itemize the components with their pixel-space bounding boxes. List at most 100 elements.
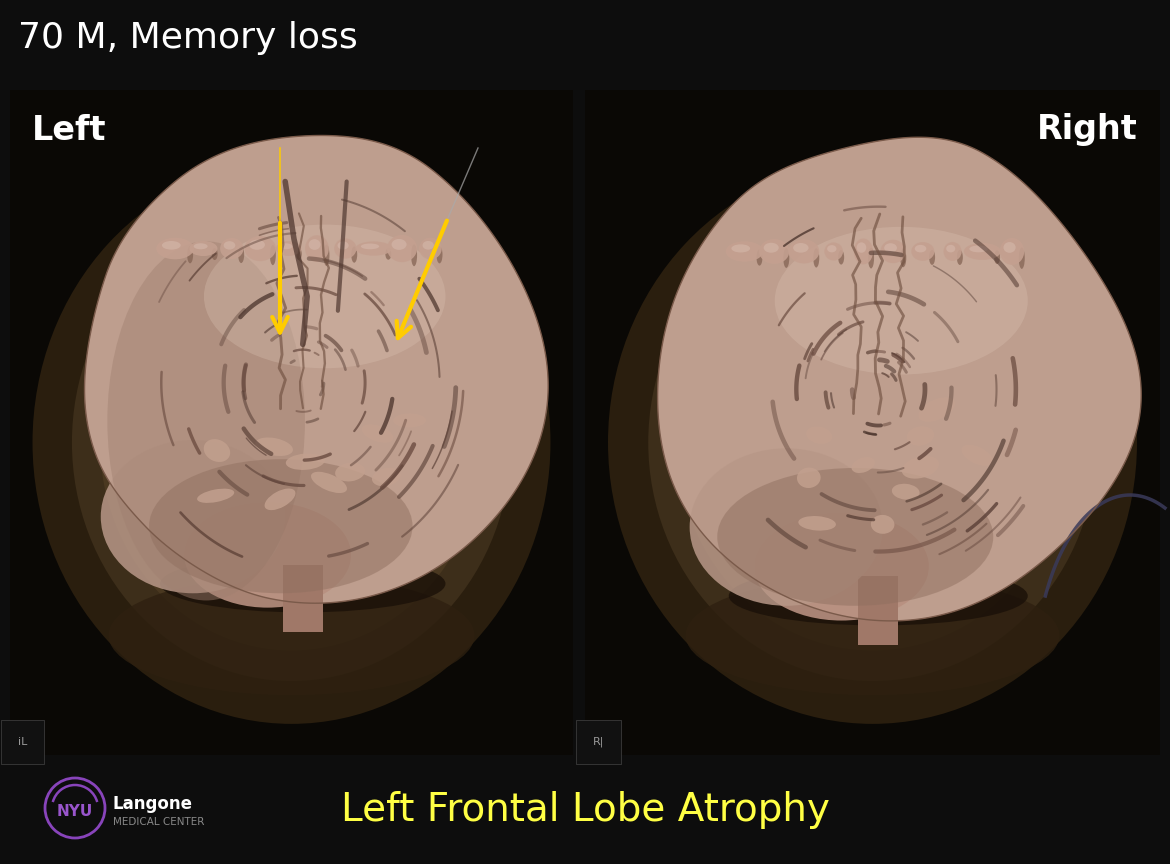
Ellipse shape bbox=[280, 244, 292, 250]
Ellipse shape bbox=[309, 239, 321, 250]
Ellipse shape bbox=[868, 248, 874, 269]
Ellipse shape bbox=[729, 567, 1027, 626]
Ellipse shape bbox=[929, 250, 935, 265]
Bar bbox=[585, 90, 1159, 755]
Bar bbox=[11, 90, 573, 755]
Ellipse shape bbox=[194, 244, 207, 250]
Ellipse shape bbox=[947, 245, 955, 252]
Polygon shape bbox=[658, 137, 1141, 621]
Ellipse shape bbox=[870, 515, 894, 534]
Ellipse shape bbox=[852, 457, 875, 473]
Ellipse shape bbox=[838, 250, 844, 264]
Ellipse shape bbox=[392, 239, 406, 250]
Ellipse shape bbox=[825, 243, 844, 261]
Ellipse shape bbox=[411, 245, 417, 266]
Text: Left: Left bbox=[32, 113, 106, 147]
Ellipse shape bbox=[249, 239, 264, 250]
Ellipse shape bbox=[101, 440, 285, 594]
Ellipse shape bbox=[212, 248, 218, 260]
Ellipse shape bbox=[686, 575, 1059, 696]
Text: Left Frontal Lobe Atrophy: Left Frontal Lobe Atrophy bbox=[340, 791, 830, 829]
Ellipse shape bbox=[356, 241, 392, 256]
Ellipse shape bbox=[360, 244, 379, 249]
Ellipse shape bbox=[419, 238, 442, 259]
Ellipse shape bbox=[184, 502, 351, 607]
Ellipse shape bbox=[677, 234, 1068, 651]
Ellipse shape bbox=[806, 427, 832, 444]
Ellipse shape bbox=[915, 245, 927, 252]
Ellipse shape bbox=[918, 397, 955, 422]
Ellipse shape bbox=[264, 488, 296, 510]
Text: NYU: NYU bbox=[57, 804, 94, 818]
Ellipse shape bbox=[797, 467, 820, 488]
Ellipse shape bbox=[393, 413, 426, 428]
Ellipse shape bbox=[160, 555, 446, 613]
Ellipse shape bbox=[270, 245, 276, 265]
Ellipse shape bbox=[753, 512, 929, 620]
Ellipse shape bbox=[149, 459, 413, 594]
Ellipse shape bbox=[157, 238, 194, 259]
Ellipse shape bbox=[957, 250, 963, 265]
Ellipse shape bbox=[422, 241, 434, 250]
Ellipse shape bbox=[323, 245, 330, 266]
Text: Langone: Langone bbox=[113, 795, 193, 813]
Ellipse shape bbox=[285, 454, 325, 470]
Ellipse shape bbox=[305, 235, 329, 262]
Ellipse shape bbox=[1004, 242, 1016, 253]
Ellipse shape bbox=[648, 204, 1096, 681]
Ellipse shape bbox=[372, 467, 401, 486]
Bar bbox=[859, 576, 899, 645]
Ellipse shape bbox=[204, 439, 230, 462]
Ellipse shape bbox=[245, 236, 276, 261]
Ellipse shape bbox=[757, 250, 763, 265]
Ellipse shape bbox=[962, 445, 992, 466]
Ellipse shape bbox=[337, 241, 349, 250]
Ellipse shape bbox=[994, 251, 1000, 264]
Ellipse shape bbox=[775, 227, 1027, 374]
Ellipse shape bbox=[137, 274, 446, 611]
Ellipse shape bbox=[608, 161, 1137, 724]
Ellipse shape bbox=[798, 516, 835, 530]
Ellipse shape bbox=[911, 242, 935, 261]
Ellipse shape bbox=[161, 241, 180, 250]
Ellipse shape bbox=[296, 248, 302, 260]
Ellipse shape bbox=[731, 245, 750, 252]
Ellipse shape bbox=[907, 426, 934, 446]
Ellipse shape bbox=[385, 248, 391, 260]
Ellipse shape bbox=[783, 248, 790, 268]
Ellipse shape bbox=[964, 243, 1000, 260]
Ellipse shape bbox=[764, 243, 779, 252]
Ellipse shape bbox=[789, 239, 819, 264]
Ellipse shape bbox=[793, 243, 808, 252]
Ellipse shape bbox=[255, 437, 292, 456]
Ellipse shape bbox=[187, 246, 193, 264]
Bar bbox=[283, 564, 323, 632]
Ellipse shape bbox=[854, 238, 873, 264]
Ellipse shape bbox=[885, 244, 897, 252]
Ellipse shape bbox=[311, 472, 347, 493]
Ellipse shape bbox=[335, 462, 365, 481]
Ellipse shape bbox=[900, 249, 907, 267]
Ellipse shape bbox=[827, 245, 837, 252]
Ellipse shape bbox=[220, 238, 243, 259]
Ellipse shape bbox=[943, 242, 962, 261]
Text: iL: iL bbox=[18, 737, 27, 747]
Ellipse shape bbox=[335, 238, 357, 258]
Ellipse shape bbox=[204, 225, 446, 368]
Ellipse shape bbox=[101, 234, 483, 651]
Ellipse shape bbox=[892, 484, 920, 499]
Ellipse shape bbox=[436, 246, 442, 264]
Ellipse shape bbox=[239, 246, 245, 263]
Ellipse shape bbox=[725, 241, 763, 262]
Ellipse shape bbox=[717, 468, 993, 606]
Ellipse shape bbox=[362, 424, 393, 442]
Ellipse shape bbox=[276, 241, 302, 256]
Ellipse shape bbox=[902, 456, 940, 479]
Ellipse shape bbox=[387, 235, 417, 262]
Ellipse shape bbox=[197, 489, 234, 503]
Ellipse shape bbox=[33, 161, 550, 724]
Ellipse shape bbox=[71, 204, 511, 681]
Text: R|: R| bbox=[593, 736, 605, 747]
Ellipse shape bbox=[715, 274, 1031, 611]
Ellipse shape bbox=[1019, 247, 1025, 269]
